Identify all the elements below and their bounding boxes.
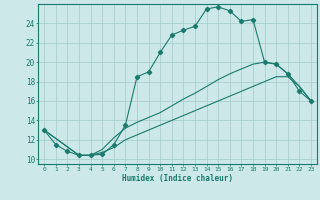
X-axis label: Humidex (Indice chaleur): Humidex (Indice chaleur) — [122, 174, 233, 183]
